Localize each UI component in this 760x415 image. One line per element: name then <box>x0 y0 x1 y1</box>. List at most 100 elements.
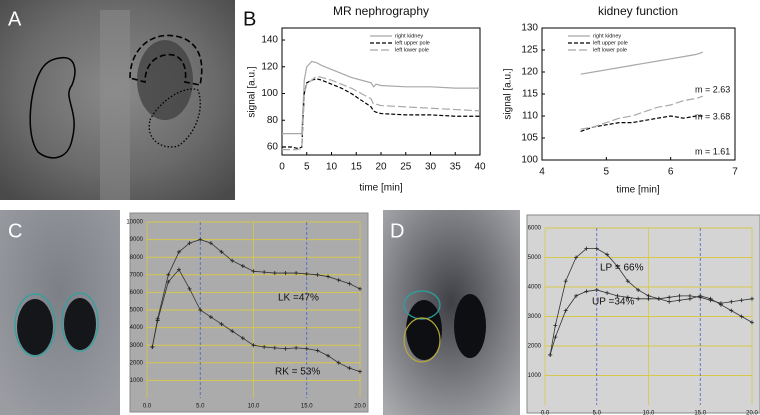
data-point <box>240 264 245 268</box>
panel-label: B <box>243 8 256 30</box>
data-point <box>150 344 155 349</box>
series-line <box>282 78 480 149</box>
data-point <box>347 366 352 371</box>
data-point <box>548 352 553 357</box>
y-tick-label: 9000 <box>130 237 144 243</box>
data-point <box>563 279 568 284</box>
data-point <box>667 295 672 300</box>
data-point <box>294 271 299 276</box>
mr-image <box>0 0 235 200</box>
x-tick-label: 0 <box>279 162 285 173</box>
x-tick-label: 10.0 <box>643 411 655 415</box>
data-point <box>636 296 641 301</box>
data-point <box>326 274 331 279</box>
data-point <box>667 299 672 304</box>
data-point <box>230 329 235 334</box>
data-point <box>584 246 589 251</box>
data-point <box>358 369 362 374</box>
data-point <box>304 346 309 351</box>
series-line <box>580 115 703 132</box>
data-point <box>750 296 754 301</box>
y-tick-label: 5000 <box>130 308 144 314</box>
data-point <box>251 269 256 274</box>
y-tick-label: 110 <box>522 111 538 122</box>
panel-label: D <box>390 220 404 242</box>
data-point <box>336 278 341 283</box>
data-point <box>625 279 630 284</box>
data-point <box>553 323 558 328</box>
y-tick-label: 2000 <box>528 344 542 350</box>
data-point <box>208 315 213 320</box>
x-tick-label: 5 <box>604 167 610 178</box>
y-tick-label: 100 <box>261 88 278 99</box>
y-tick-label: 3000 <box>528 314 542 320</box>
y-tick-label: 120 <box>521 67 538 78</box>
data-point <box>272 345 277 350</box>
data-point <box>208 241 213 246</box>
x-tick-label: 0.0 <box>143 404 152 410</box>
data-point <box>294 345 299 350</box>
y-tick-label: 10000 <box>126 220 143 226</box>
plot-background <box>129 212 369 413</box>
data-point <box>166 279 171 284</box>
data-point <box>605 252 610 257</box>
plot-frame <box>281 27 481 156</box>
series-line <box>580 51 704 75</box>
y-tick-label: 100 <box>521 155 538 166</box>
data-point <box>251 343 256 348</box>
data-point <box>677 293 682 298</box>
annotation: m = 2.63 <box>695 84 730 94</box>
y-axis-label: signal [a.u.] <box>503 68 514 119</box>
annotation: m = 1.61 <box>695 146 730 156</box>
y-tick-label: 3000 <box>130 343 144 349</box>
y-tick-label: 5000 <box>528 255 542 261</box>
data-point <box>718 301 723 306</box>
x-tick-label: 0.0 <box>541 411 550 415</box>
data-point <box>262 344 267 349</box>
data-point <box>625 295 630 300</box>
x-tick-label: 4 <box>539 167 545 178</box>
data-point <box>750 320 754 325</box>
y-tick-label: 125 <box>521 45 538 56</box>
y-tick-label: 80 <box>267 115 279 126</box>
data-point <box>176 267 181 272</box>
y-tick-label: 60 <box>267 142 279 153</box>
data-point <box>166 272 171 277</box>
x-tick-label: 15 <box>351 162 363 173</box>
legend-label: right kidney <box>395 33 423 39</box>
data-point <box>240 336 245 341</box>
y-tick-label: 130 <box>521 23 538 34</box>
data-point <box>584 289 589 294</box>
panel-label: A <box>8 8 22 30</box>
annotation: UP =34% <box>592 297 634 308</box>
x-axis-label: time [min] <box>616 185 660 196</box>
legend-label: left lower pole <box>395 47 429 53</box>
data-point <box>594 246 599 251</box>
x-tick-label: 5.0 <box>196 404 205 410</box>
x-tick-label: 10 <box>326 162 338 173</box>
x-tick-label: 5 <box>304 162 310 173</box>
data-point <box>615 293 620 298</box>
x-axis-label: time [min] <box>359 183 403 194</box>
panel-label: C <box>8 220 22 242</box>
data-point <box>272 271 277 276</box>
data-point <box>283 346 288 351</box>
y-tick-label: 6000 <box>130 290 144 296</box>
data-point <box>315 348 320 353</box>
legend-label: right kidney <box>593 33 621 39</box>
data-point <box>594 287 599 292</box>
chart-title: MR nephrography <box>333 4 429 18</box>
data-point <box>677 298 682 303</box>
data-point <box>574 255 579 260</box>
y-tick-label: 120 <box>261 61 278 72</box>
y-tick-label: 140 <box>261 35 278 46</box>
y-tick-label: 4000 <box>130 325 144 331</box>
y-tick-label: 2000 <box>130 360 144 366</box>
data-point <box>230 258 235 263</box>
x-tick-label: 15.0 <box>694 411 706 415</box>
data-point <box>347 281 352 286</box>
x-tick-label: 40 <box>474 162 486 173</box>
data-point <box>155 318 160 323</box>
data-point <box>739 298 744 303</box>
data-point <box>615 264 620 269</box>
